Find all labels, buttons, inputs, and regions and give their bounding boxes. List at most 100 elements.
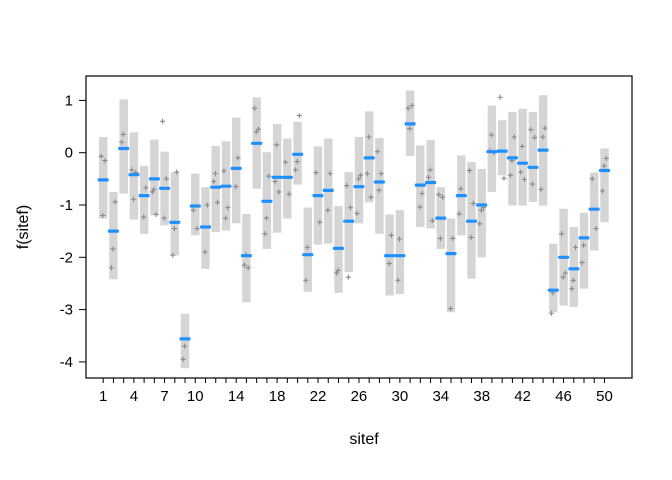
data-point-marker xyxy=(581,242,587,248)
estimate-dash xyxy=(394,254,406,258)
estimate-dash xyxy=(527,165,539,169)
data-point-marker xyxy=(405,105,411,111)
y-tick-label: -4 xyxy=(60,354,73,371)
data-points-layer xyxy=(98,94,609,362)
x-tick-label: 46 xyxy=(555,388,572,405)
data-point-marker xyxy=(129,167,135,173)
estimate-dash xyxy=(169,220,181,224)
estimate-dash xyxy=(261,199,273,203)
data-point-marker xyxy=(593,225,599,232)
data-point-marker xyxy=(355,176,362,182)
data-point-marker xyxy=(579,259,585,266)
data-point-marker xyxy=(170,252,176,258)
data-point-marker xyxy=(276,189,282,195)
data-point-marker xyxy=(507,172,513,178)
ci-bar xyxy=(579,212,589,289)
data-point-marker xyxy=(214,199,221,205)
estimate-dash xyxy=(210,185,222,189)
data-point-marker xyxy=(272,178,278,185)
data-point-marker xyxy=(292,167,299,173)
data-point-marker xyxy=(252,105,258,111)
data-point-marker xyxy=(477,221,483,227)
estimate-dash xyxy=(547,288,559,292)
data-point-marker xyxy=(235,155,241,161)
data-point-marker xyxy=(266,173,272,179)
data-point-marker xyxy=(378,171,384,177)
data-point-marker xyxy=(458,186,464,192)
y-tick-label: 1 xyxy=(65,92,73,109)
y-axis-title: f(sitef) xyxy=(15,205,32,249)
data-point-marker xyxy=(396,236,403,242)
data-point-marker xyxy=(253,129,259,135)
estimate-dash xyxy=(414,183,426,187)
data-point-marker xyxy=(202,249,208,255)
estimate-dash xyxy=(496,149,508,153)
estimate-dash xyxy=(240,254,252,258)
estimate-dash xyxy=(558,255,570,259)
data-point-marker xyxy=(497,94,503,100)
data-point-marker xyxy=(333,270,340,276)
ci-bar xyxy=(232,117,241,224)
data-point-marker xyxy=(436,191,442,198)
estimate-dash xyxy=(404,122,416,126)
data-point-marker xyxy=(407,126,413,132)
estimate-dash xyxy=(343,219,355,223)
data-point-marker xyxy=(558,231,565,237)
data-point-marker xyxy=(376,187,382,193)
data-point-marker xyxy=(159,118,166,124)
data-point-marker xyxy=(439,194,446,200)
estimate-dash xyxy=(271,175,283,179)
estimate-dash xyxy=(445,252,457,256)
estimate-dash xyxy=(107,229,119,233)
data-point-marker xyxy=(102,157,108,164)
data-point-marker xyxy=(174,169,180,175)
data-point-marker xyxy=(368,194,374,200)
data-point-marker xyxy=(108,265,115,271)
estimate-dash xyxy=(97,178,109,182)
data-point-marker xyxy=(130,196,137,202)
data-point-marker xyxy=(364,171,370,177)
estimate-dash xyxy=(476,203,488,207)
x-tick-label: 34 xyxy=(432,388,449,405)
data-point-marker xyxy=(601,163,607,169)
data-point-marker xyxy=(468,234,474,241)
estimate-dash xyxy=(425,180,437,185)
ci-bar xyxy=(170,172,179,256)
estimate-dash xyxy=(506,156,518,160)
data-point-marker xyxy=(180,356,186,362)
estimate-dash xyxy=(138,194,150,198)
estimate-dash xyxy=(384,254,396,258)
estimate-dash xyxy=(200,225,211,229)
data-point-marker xyxy=(110,246,116,252)
data-point-marker xyxy=(470,200,476,207)
data-point-marker xyxy=(222,215,229,221)
data-point-marker xyxy=(366,134,372,140)
estimate-dash xyxy=(588,207,600,211)
ci-bar xyxy=(600,148,609,223)
data-point-marker xyxy=(255,126,262,132)
data-point-marker xyxy=(233,184,239,190)
x-tick-label: 26 xyxy=(351,388,368,405)
data-point-marker xyxy=(225,205,231,211)
ci-bar xyxy=(99,137,108,219)
data-point-marker xyxy=(296,112,302,119)
data-point-marker xyxy=(211,178,217,185)
data-point-marker xyxy=(119,139,125,145)
data-point-marker xyxy=(194,225,200,232)
ci-bar xyxy=(487,105,497,192)
data-point-marker xyxy=(542,125,548,131)
data-point-marker xyxy=(286,191,292,197)
data-point-marker xyxy=(417,204,423,210)
ci-bar xyxy=(569,227,578,307)
estimate-dash xyxy=(189,204,201,208)
data-point-marker xyxy=(570,277,576,283)
y-tick-label: -2 xyxy=(60,249,73,266)
data-point-marker xyxy=(501,175,507,181)
ci-bar xyxy=(528,111,538,202)
data-point-marker xyxy=(456,211,462,217)
data-point-marker xyxy=(354,210,360,216)
data-point-marker xyxy=(282,159,288,165)
x-axis: 1 4 7 10 14 18 22 26 30 34 38 42 46 50 xyxy=(99,378,613,405)
data-point-marker xyxy=(572,244,579,250)
